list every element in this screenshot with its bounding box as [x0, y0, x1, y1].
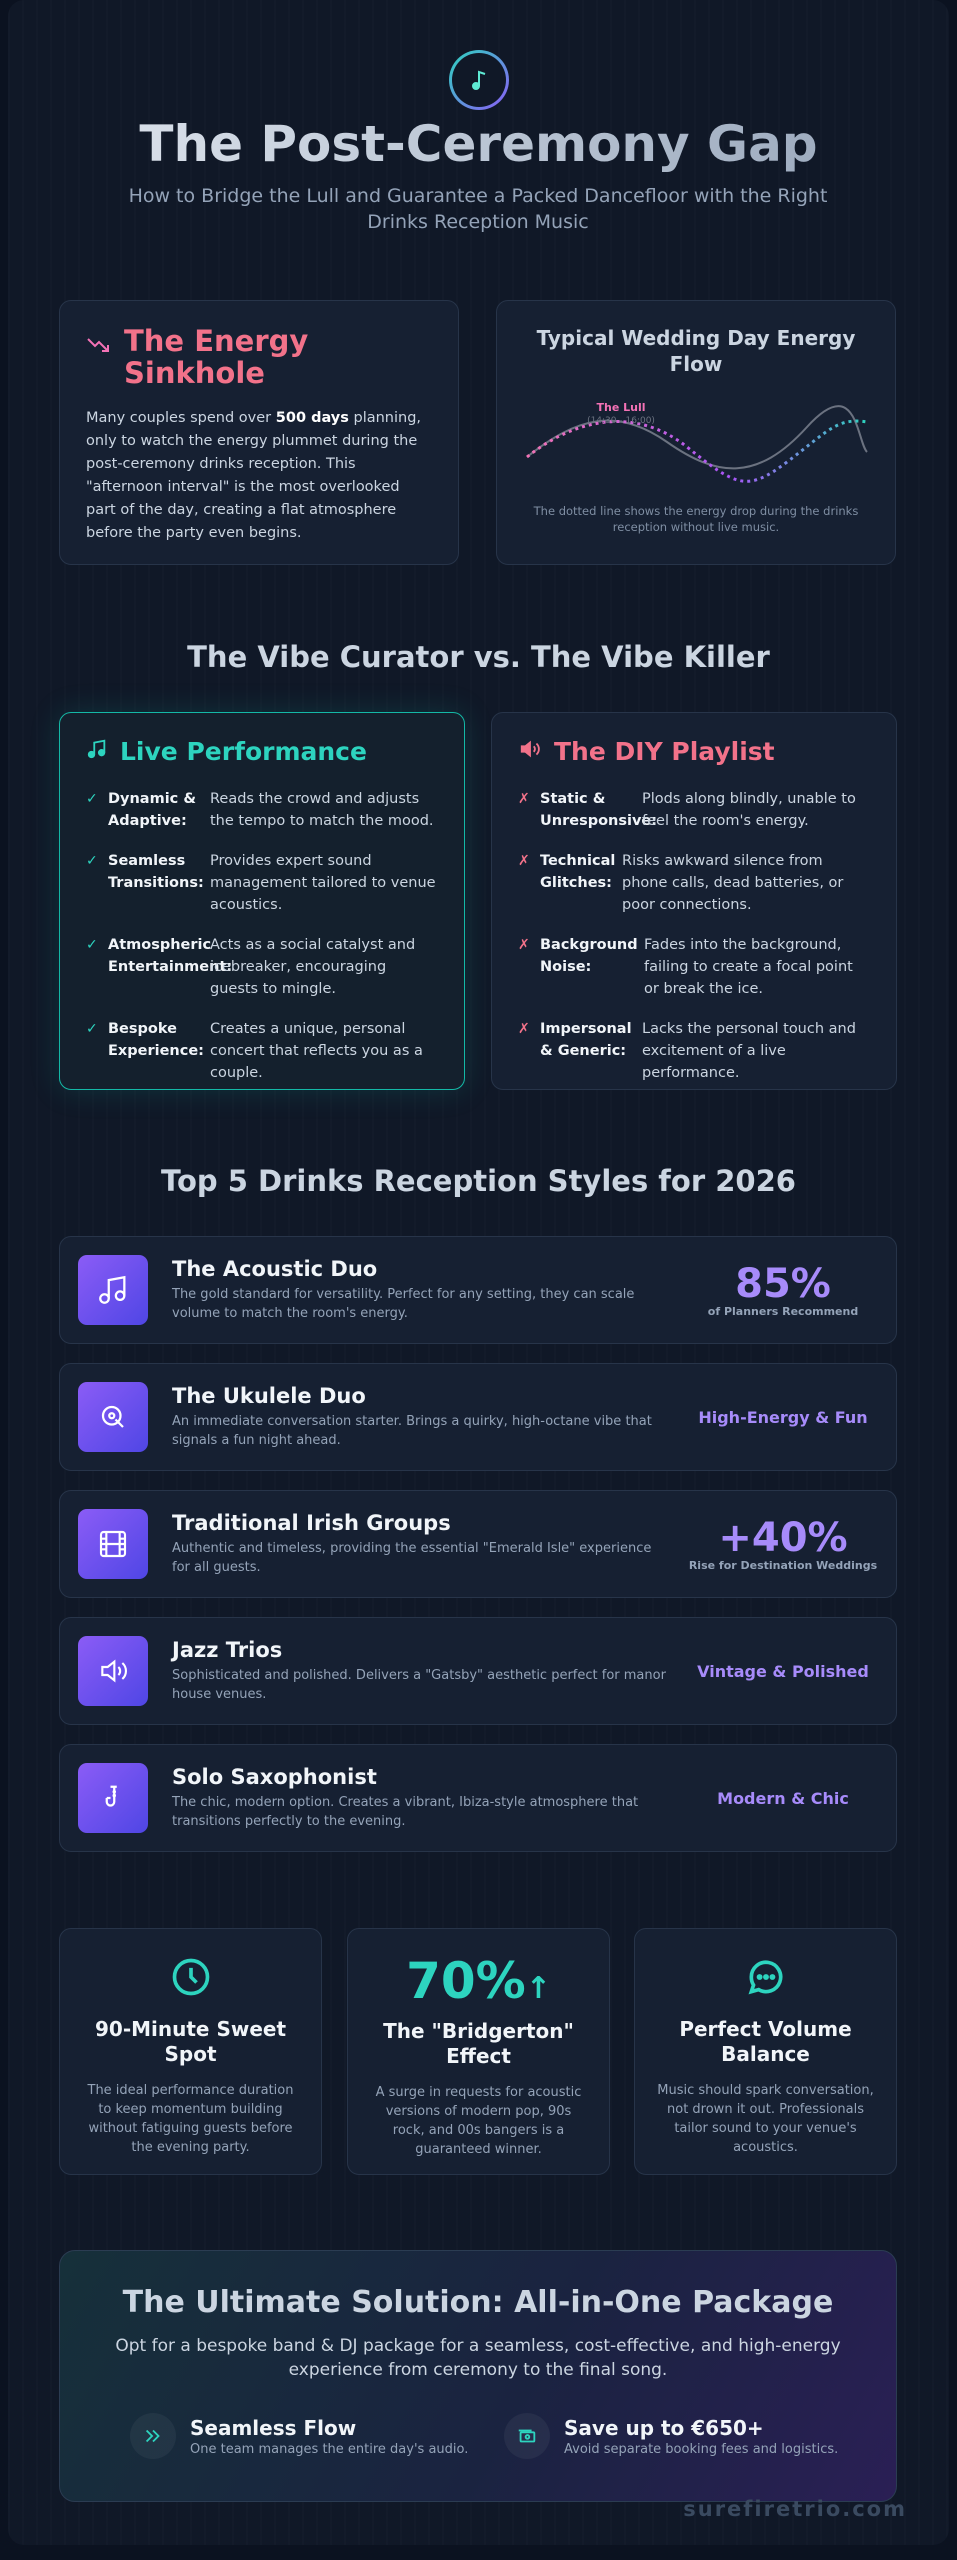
style-stat: 85% [735, 1260, 831, 1307]
infographic-page: The Post-Ceremony Gap How to Bridge the … [8, 0, 949, 2545]
live-performance-card: Live Performance ✓ Dynamic & Adaptive: Rea… [59, 712, 465, 1090]
stat-card-bridgerton: 70%↑ The "Bridgerton" Effect A surge in … [347, 1928, 610, 2175]
cross-icon: ✗ [518, 937, 530, 953]
cross-icon: ✗ [518, 853, 530, 869]
solution-card: The Ultimate Solution: All-in-One Packag… [59, 2250, 897, 2502]
speaker-icon [78, 1636, 148, 1706]
vs-section-title: The Vibe Curator vs. The Vibe Killer [187, 640, 770, 674]
double-chevron-icon [130, 2413, 176, 2459]
style-name: Jazz Trios [172, 1638, 283, 1662]
feature-seamless-flow: Seamless Flow One team manages the entire… [130, 2413, 468, 2459]
clock-icon [82, 1955, 299, 2003]
energy-sinkhole-text: Many couples spend over 500 days plannin… [86, 410, 422, 541]
stat-title: The "Bridgerton" Effect [383, 2019, 574, 2068]
money-icon [504, 2413, 550, 2459]
style-name: The Acoustic Duo [172, 1257, 378, 1281]
speaker-icon [518, 737, 542, 766]
style-name: The Ukulele Duo [172, 1384, 366, 1408]
style-card-ukulele-duo: The Ukulele Duo An immediate conversatio… [59, 1363, 897, 1471]
arrow-up-icon: ↑ [525, 1971, 551, 2006]
style-stat-label: Rise for Destination Weddings [688, 1558, 878, 1572]
stat-description: Music should spark conversation, not dro… [657, 2083, 874, 2155]
check-icon: ✓ [86, 853, 98, 869]
solution-title: The Ultimate Solution: All-in-One Packag… [122, 2285, 834, 2320]
solution-subtitle: Opt for a bespoke band & DJ package for … [115, 2336, 841, 2380]
feature-title: Seamless Flow [190, 2415, 357, 2440]
style-card-solo-saxophonist: Solo Saxophonist The chic, modern option… [59, 1744, 897, 1852]
energy-sinkhole-card: The Energy Sinkhole Many couples spend o… [59, 300, 459, 565]
list-item: ✗ Technical Glitches: Risks awkward silenc… [518, 850, 870, 916]
music-notes-icon [86, 737, 108, 766]
diy-playlist-title: The DIY Playlist [554, 737, 775, 766]
chat-bubble-icon [657, 1955, 874, 2003]
feature-description: One team manages the entire day's audio. [190, 2441, 469, 2457]
list-item: ✓ Seamless Transitions: Provides expert so… [86, 850, 438, 916]
saxophone-icon [78, 1763, 148, 1833]
energy-sinkhole-title: The Energy Sinkhole [124, 324, 309, 390]
check-icon: ✓ [86, 937, 98, 953]
live-performance-title: Live Performance [120, 737, 367, 766]
ukulele-icon [78, 1382, 148, 1452]
style-stat: +40% [718, 1514, 848, 1561]
cross-icon: ✗ [518, 1021, 530, 1037]
feature-title: Save up to €650+ [564, 2415, 764, 2440]
energy-flow-caption: The dotted line shows the energy drop du… [533, 504, 859, 534]
style-stat-label: of Planners Recommend [707, 1304, 859, 1318]
feature-description: Avoid separate booking fees and logistic… [564, 2441, 839, 2457]
style-description: The gold standard for versatility. Perfe… [172, 1287, 635, 1321]
stat-percent: 70%↑ [406, 1952, 551, 2010]
style-description: Sophisticated and polished. Delivers a "… [172, 1668, 666, 1702]
style-card-acoustic-duo: The Acoustic Duo The gold standard for v… [59, 1236, 897, 1344]
style-tag: High-Energy & Fun [698, 1407, 868, 1427]
energy-line-with-music [526, 405, 868, 470]
energy-line-without-music [526, 419, 868, 483]
energy-flow-title: Typical Wedding Day Energy Flow [536, 326, 856, 376]
list-item: ✗ Background Noise: Fades into the backgro… [518, 934, 870, 1000]
film-icon [78, 1509, 148, 1579]
stat-title: 90-Minute Sweet Spot [94, 2017, 287, 2066]
list-item: ✓ Dynamic & Adaptive: Reads the crowd and … [86, 788, 438, 832]
stat-card-sweet-spot: 90-Minute Sweet Spot The ideal performan… [59, 1928, 322, 2175]
check-icon: ✓ [86, 791, 98, 807]
list-item: ✗ Impersonal & Generic: Lacks the personal… [518, 1018, 870, 1084]
list-item: ✓ Bespoke Experience: Creates a unique, pe… [86, 1018, 438, 1084]
style-description: The chic, modern option. Creates a vibra… [172, 1795, 639, 1829]
cross-icon: ✗ [518, 791, 530, 807]
style-card-irish-groups: Traditional Irish Groups Authentic and t… [59, 1490, 897, 1598]
page-title: The Post-Ceremony Gap [8, 115, 949, 173]
style-description: An immediate conversation starter. Bring… [172, 1414, 652, 1448]
styles-section-title: Top 5 Drinks Reception Styles for 2026 [161, 1164, 796, 1198]
diy-playlist-card: The DIY Playlist ✗ Static & Unresponsive:… [491, 712, 897, 1090]
list-item: ✗ Static & Unresponsive: Plods along blind… [518, 788, 870, 832]
style-tag: Modern & Chic [717, 1788, 849, 1808]
music-note-icon [449, 50, 509, 110]
feature-save: Save up to €650+ Avoid separate booking f… [504, 2413, 838, 2459]
energy-flow-card: Typical Wedding Day Energy Flow The Lull… [496, 300, 896, 565]
style-description: Authentic and timeless, providing the es… [172, 1541, 652, 1575]
stat-title: Perfect Volume Balance [679, 2017, 852, 2066]
page-subtitle: How to Bridge the Lull and Guarantee a P… [128, 185, 828, 233]
style-tag: Vintage & Polished [697, 1661, 869, 1681]
brand-watermark: surefiretrio.com [683, 2497, 907, 2521]
lull-time: (14:30 - 16:00) [587, 416, 655, 426]
list-item: ✓ Atmospheric Entertainment: Acts as a soc… [86, 934, 438, 1000]
style-name: Solo Saxophonist [172, 1765, 377, 1789]
check-icon: ✓ [86, 1021, 98, 1037]
stat-description: A surge in requests for acoustic version… [375, 2085, 582, 2157]
lull-label: The Lull [596, 401, 645, 414]
stat-card-volume: Perfect Volume Balance Music should spar… [634, 1928, 897, 2175]
stat-description: The ideal performance duration to keep m… [87, 2083, 294, 2155]
music-note-icon [78, 1255, 148, 1325]
style-name: Traditional Irish Groups [172, 1511, 451, 1535]
energy-flow-chart: The Lull (14:30 - 16:00) [526, 401, 868, 483]
trending-down-icon [86, 335, 110, 360]
style-card-jazz-trios: Jazz Trios Sophisticated and polished. D… [59, 1617, 897, 1725]
